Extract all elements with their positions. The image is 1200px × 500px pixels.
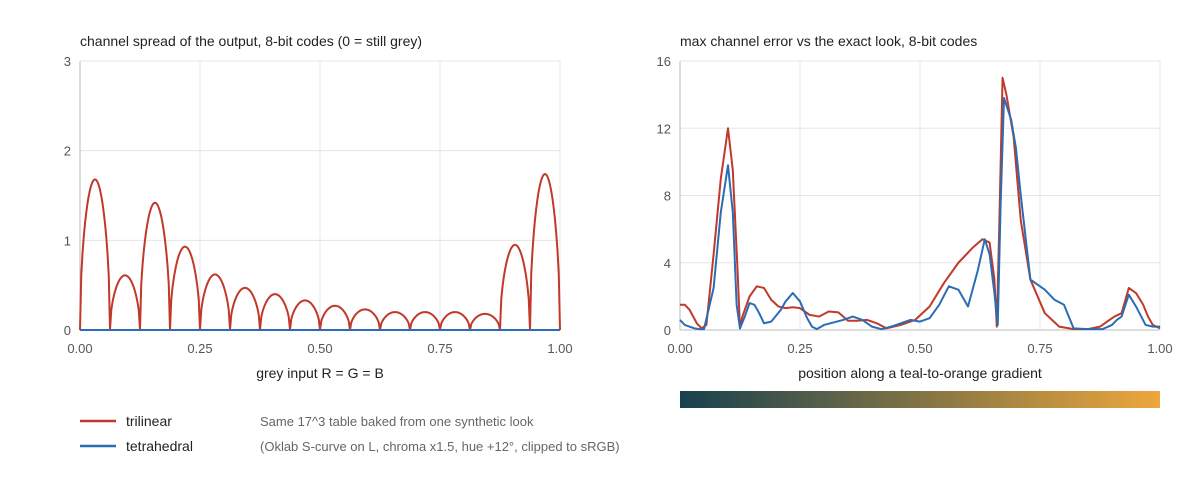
y-tick-label: 0	[664, 323, 671, 338]
x-tick-label: 1.00	[1147, 341, 1172, 356]
x-tick-label: 0.25	[787, 341, 812, 356]
tick-labels: 0.00 0.25 0.50 0.75 1.00 0 4 8 12 16	[657, 54, 1173, 356]
grid	[79, 60, 561, 331]
y-tick-label: 2	[64, 144, 71, 159]
x-tick-label: 0.00	[667, 341, 692, 356]
x-axis-label: grey input R = G = B	[256, 365, 384, 381]
y-tick-label: 0	[64, 323, 71, 338]
max-error-chart: max channel error vs the exact look, 8-b…	[657, 33, 1173, 408]
x-tick-label: 0.25	[187, 341, 212, 356]
x-tick-label: 0.75	[1027, 341, 1052, 356]
series-group	[679, 76, 1161, 331]
legend-label-trilinear: trilinear	[126, 413, 172, 429]
x-tick-label: 0.00	[67, 341, 92, 356]
y-tick-label: 1	[64, 233, 71, 248]
x-tick-label: 1.00	[547, 341, 572, 356]
note-line-1: Same 17^3 table baked from one synthetic…	[260, 414, 534, 429]
y-tick-label: 12	[657, 121, 671, 136]
x-tick-label: 0.75	[427, 341, 452, 356]
x-tick-label: 0.50	[907, 341, 932, 356]
y-tick-label: 8	[664, 189, 671, 204]
series-line-tetrahedral	[679, 96, 1160, 331]
series-group	[79, 172, 561, 331]
legend: trilinear tetrahedral	[80, 413, 193, 454]
y-tick-label: 4	[664, 256, 671, 271]
legend-label-tetrahedral: tetrahedral	[126, 438, 193, 454]
x-tick-label: 0.50	[307, 341, 332, 356]
tick-labels: 0.00 0.25 0.50 0.75 1.00 0 1 2 3	[64, 54, 573, 356]
y-tick-label: 3	[64, 54, 71, 69]
y-tick-label: 16	[657, 54, 671, 69]
channel-spread-chart: channel spread of the output, 8-bit code…	[64, 33, 573, 381]
chart-title: max channel error vs the exact look, 8-b…	[680, 33, 977, 49]
x-axis-label: position along a teal-to-orange gradient	[798, 365, 1042, 381]
grid	[679, 60, 1161, 331]
note-line-2: (Oklab S-curve on L, chroma x1.5, hue +1…	[260, 439, 620, 454]
figure-note: Same 17^3 table baked from one synthetic…	[260, 414, 620, 454]
chart-title: channel spread of the output, 8-bit code…	[80, 33, 422, 49]
teal-orange-gradient-bar	[680, 391, 1160, 408]
